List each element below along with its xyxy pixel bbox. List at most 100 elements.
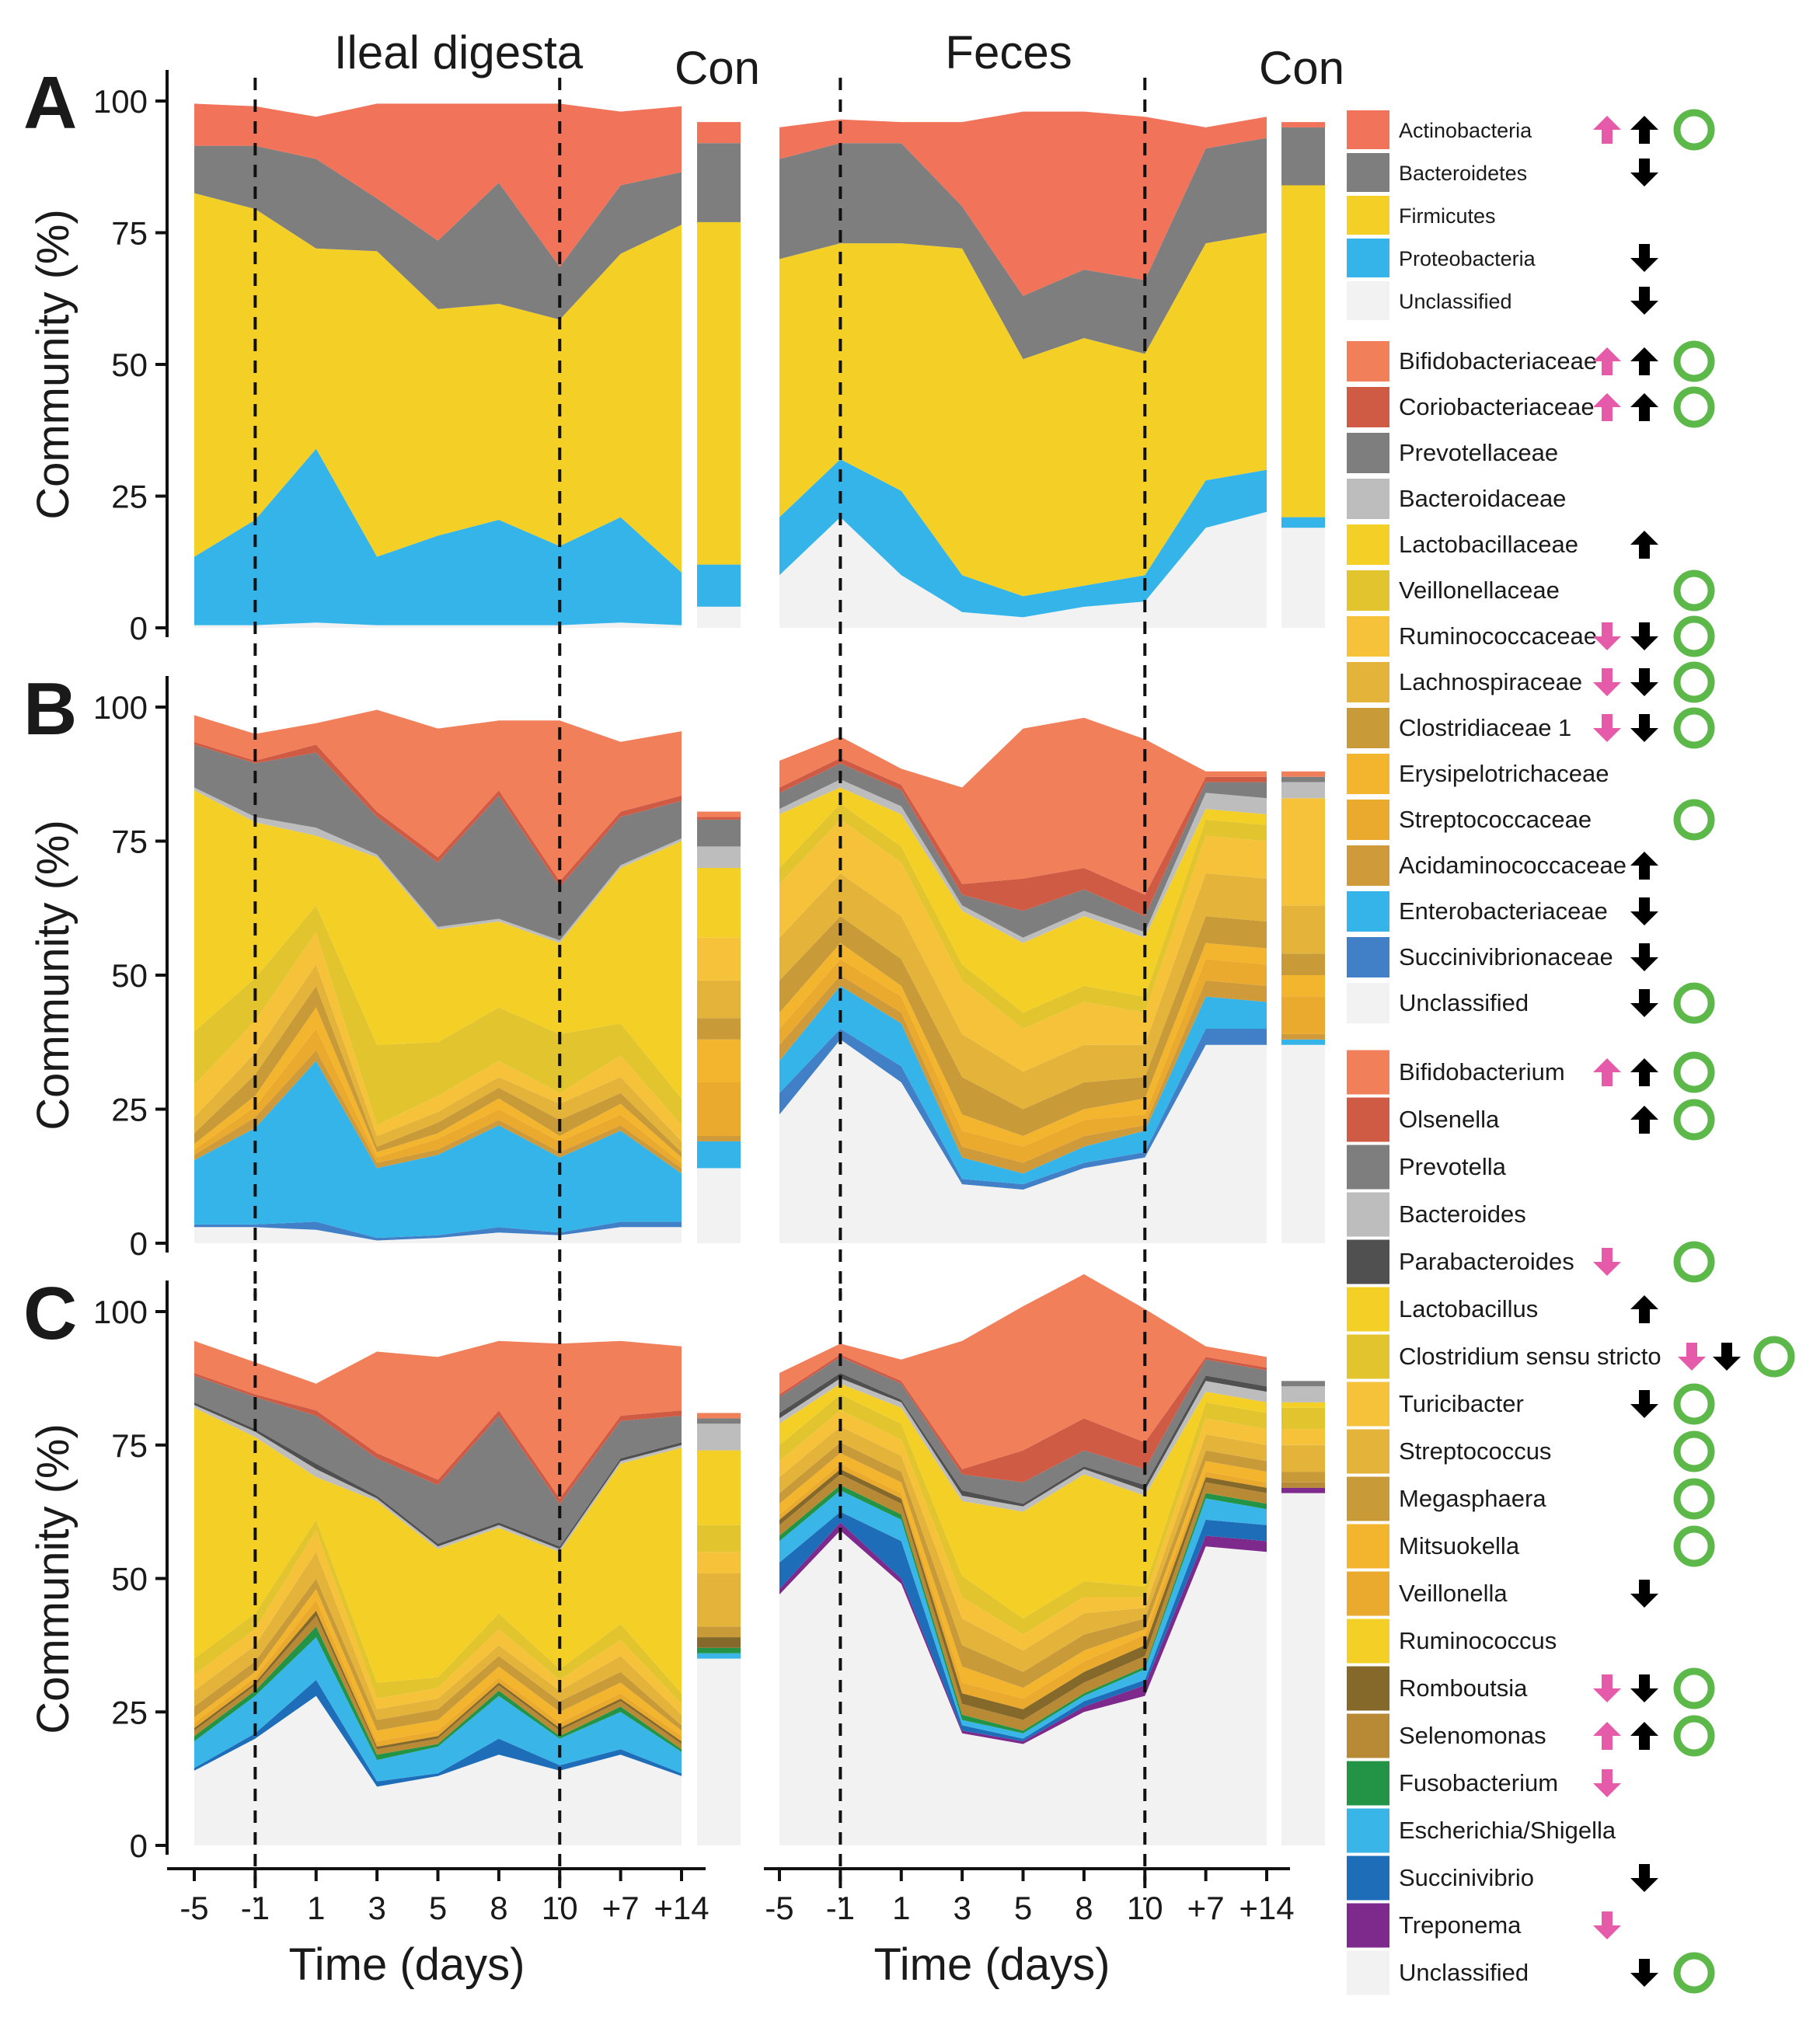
legend-label: Romboutsia (1399, 1674, 1528, 1702)
legend-label: Erysipelotrichaceae (1399, 760, 1609, 787)
area-succinivibrionaceae (194, 1221, 682, 1241)
x-tick-label: -5 (765, 1890, 793, 1926)
legend-swatch (1347, 800, 1389, 840)
x-tick-label: -1 (241, 1890, 270, 1926)
legend-swatch (1347, 1761, 1389, 1806)
area-bifidobacteriaceae (779, 717, 1267, 895)
black-up-arrow-icon (1630, 347, 1658, 375)
area-clostridiaceae-1 (194, 985, 682, 1158)
legend-label: Prevotella (1399, 1153, 1507, 1180)
control-bar-selenomonas (1281, 1482, 1325, 1488)
green-circle-icon (1673, 799, 1715, 841)
control-bar-erysipelotrichaceae (1281, 975, 1325, 997)
control-bar-prevotella (1281, 1381, 1325, 1387)
legend-item-megasphaera: Megasphaera (1347, 1476, 1715, 1521)
y-axis-title: Community (%) (28, 820, 78, 1131)
legend-label: Bifidobacteriaceae (1399, 347, 1597, 375)
legend-swatch (1347, 1097, 1389, 1142)
area-lachnospiraceae (779, 873, 1267, 1110)
legend-label: Bacteroidetes (1399, 162, 1527, 185)
black-up-arrow-icon (1630, 531, 1658, 559)
y-tick-label: 0 (130, 1828, 148, 1864)
legend-item-mitsuokella: Mitsuokella (1347, 1524, 1715, 1569)
legend-label: Unclassified (1399, 290, 1512, 313)
legend-swatch (1347, 1145, 1389, 1190)
control-bar-ruminococcaceae (697, 937, 741, 981)
legend-label: Acidaminococcaceae (1399, 852, 1626, 879)
y-tick-label: 50 (111, 347, 148, 383)
green-circle-icon (1753, 1336, 1795, 1378)
legend-swatch (1347, 341, 1389, 382)
control-bar-clostridium-sensu-stricto (1281, 1407, 1325, 1430)
x-tick-label: 5 (1014, 1890, 1032, 1926)
black-down-arrow-icon (1630, 1864, 1658, 1892)
green-circle-icon (1673, 1715, 1715, 1757)
legend-item-firmicutes: Firmicutes (1347, 196, 1496, 235)
area-succinivibrionaceae (779, 1029, 1267, 1190)
pink-down-arrow-icon (1593, 668, 1621, 696)
y-axis-title: Community (%) (28, 1423, 78, 1734)
legend-label: Veillonella (1399, 1580, 1508, 1607)
legend-item-unclassified: Unclassified (1347, 281, 1658, 320)
control-bar-bacteroides (697, 1423, 741, 1451)
legend-label: Prevotellaceae (1399, 439, 1558, 466)
legend-swatch (1347, 479, 1389, 519)
y-tick-label: 50 (111, 957, 148, 994)
y-tick-label: 75 (111, 824, 148, 860)
control-bar-fusobacterium (697, 1647, 741, 1653)
green-circle-icon (1673, 1667, 1715, 1709)
control-bar-treponema (1281, 1487, 1325, 1493)
legend-label: Succinivibrio (1399, 1864, 1534, 1891)
legend-item-lachnospiraceae: Lachnospiraceae (1347, 661, 1715, 703)
control-bar-streptococcaceae (1281, 996, 1325, 1034)
legend-swatch (1347, 524, 1389, 565)
legend-item-prevotella: Prevotella (1347, 1145, 1507, 1190)
legend-swatch (1347, 153, 1389, 192)
legend-label: Clostridiaceae 1 (1399, 714, 1571, 741)
legend-item-escherichia-shigella: Escherichia/Shigella (1347, 1808, 1616, 1853)
legend-swatch (1347, 845, 1389, 886)
legend-swatch (1347, 1476, 1389, 1521)
col-title-feces: Feces (945, 26, 1072, 78)
legend-label: Olsenella (1399, 1106, 1500, 1133)
legend-swatch (1347, 937, 1389, 977)
area-escherichia-shigella (779, 1490, 1267, 1739)
legend-swatch (1347, 1950, 1389, 1995)
legend-swatch (1347, 196, 1389, 235)
y-tick-label: 0 (130, 610, 148, 646)
black-down-arrow-icon (1630, 897, 1658, 925)
legend-item-clostridium-sensu-stricto: Clostridium sensu stricto (1347, 1334, 1795, 1379)
legend-swatch (1347, 1713, 1389, 1758)
area-streptococcus (779, 1426, 1267, 1672)
control-bar-firmicutes (1281, 185, 1325, 517)
legend-item-streptococcaceae: Streptococcaceae (1347, 799, 1715, 841)
legend-swatch (1347, 662, 1389, 702)
y-tick-label: 0 (130, 1225, 148, 1262)
legend-swatch (1347, 1855, 1389, 1901)
x-tick-label: 8 (1075, 1890, 1093, 1926)
legend-swatch (1347, 1287, 1389, 1332)
black-down-arrow-icon (1630, 1674, 1658, 1702)
legend-item-bifidobacteriaceae: Bifidobacteriaceae (1347, 340, 1715, 382)
x-axis-title: Time (days) (874, 1939, 1110, 1990)
legend-item-unclassified: Unclassified (1347, 982, 1715, 1024)
black-down-arrow-icon (1630, 1959, 1658, 1987)
col-title-ileal: Ileal digesta (334, 26, 584, 78)
legend-item-ruminococcaceae: Ruminococcaceae (1347, 615, 1715, 657)
control-bar-bacteroidetes (697, 143, 741, 222)
green-circle-icon (1673, 340, 1715, 382)
x-tick-label: -5 (180, 1890, 208, 1926)
black-down-arrow-icon (1630, 989, 1658, 1017)
control-bar-enterobacteriaceae (1281, 1039, 1325, 1045)
legend-label: Proteobacteria (1399, 247, 1536, 270)
black-up-arrow-icon (1630, 852, 1658, 880)
area-streptococcaceae (779, 959, 1267, 1163)
area-clostridium-sensu-stricto (779, 1394, 1267, 1635)
y-tick-label: 50 (111, 1561, 148, 1598)
legend-label: Turicibacter (1399, 1390, 1524, 1417)
chart-a-ileal-digesta: 0 25 50 75 100 Community (%) A (23, 61, 741, 682)
x-tick-label: 3 (368, 1890, 385, 1926)
control-bar-bacteroides (1281, 1386, 1325, 1403)
black-down-arrow-icon (1713, 1343, 1741, 1371)
